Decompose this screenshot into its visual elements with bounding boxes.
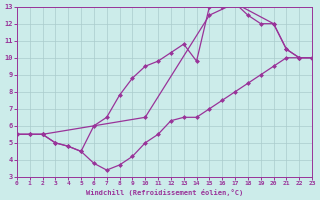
X-axis label: Windchill (Refroidissement éolien,°C): Windchill (Refroidissement éolien,°C) <box>86 189 243 196</box>
